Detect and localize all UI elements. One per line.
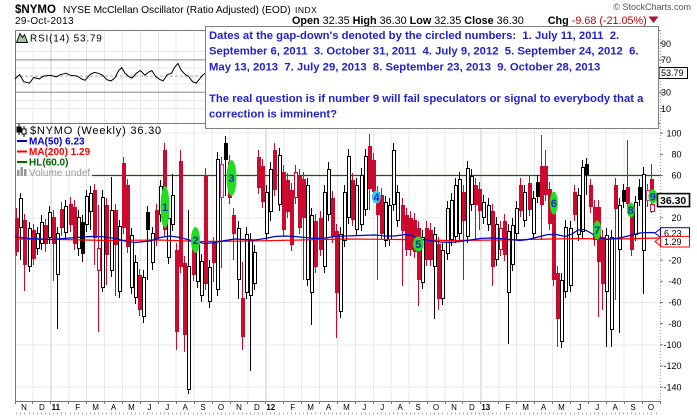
svg-text:O: O xyxy=(218,403,224,412)
svg-text:S: S xyxy=(630,403,635,412)
svg-text:-40: -40 xyxy=(668,277,681,287)
svg-text:J: J xyxy=(147,403,151,412)
svg-text:Open 32.35 High 36.30 Low 32.3: Open 32.35 High 36.30 Low 32.35 Close 36… xyxy=(292,15,647,27)
svg-text:HL(60.0): HL(60.0) xyxy=(29,158,68,169)
svg-text:13: 13 xyxy=(481,403,490,412)
svg-text:MA(50) 6.23: MA(50) 6.23 xyxy=(29,137,85,148)
svg-text:-120: -120 xyxy=(663,361,681,371)
svg-text:A: A xyxy=(541,403,547,412)
svg-text:3: 3 xyxy=(228,173,234,185)
svg-text:-140: -140 xyxy=(663,382,681,392)
svg-text:M: M xyxy=(128,403,135,412)
svg-text:S: S xyxy=(200,403,205,412)
svg-text:6: 6 xyxy=(551,198,557,210)
svg-text:90: 90 xyxy=(661,39,671,49)
svg-text:N: N xyxy=(451,403,457,412)
svg-text:A: A xyxy=(398,403,404,412)
svg-text:1.29: 1.29 xyxy=(664,237,682,247)
svg-text:5: 5 xyxy=(415,239,421,251)
svg-text:J: J xyxy=(165,403,169,412)
svg-text:N: N xyxy=(236,403,242,412)
svg-text:A: A xyxy=(326,403,332,412)
svg-text:September 6, 2011 3. October: September 6, 2011 3. October 31, 2011 4.… xyxy=(209,46,639,58)
svg-text:MA(200) 1.29: MA(200) 1.29 xyxy=(29,147,91,158)
svg-text:M: M xyxy=(92,403,99,412)
svg-text:4: 4 xyxy=(373,192,380,204)
svg-text:29-Oct-2013: 29-Oct-2013 xyxy=(15,16,74,27)
svg-text:D: D xyxy=(254,403,260,412)
svg-text:D: D xyxy=(469,403,475,412)
svg-text:-80: -80 xyxy=(668,319,681,329)
svg-text:J: J xyxy=(380,403,384,412)
svg-text:INDX: INDX xyxy=(295,5,317,15)
svg-text:NYSE McClellan Oscillator (Rat: NYSE McClellan Oscillator (Ratio Adjuste… xyxy=(63,5,291,16)
svg-text:O: O xyxy=(648,403,654,412)
svg-text:11: 11 xyxy=(52,403,61,412)
svg-text:F: F xyxy=(290,403,295,412)
svg-text:20: 20 xyxy=(671,213,681,223)
svg-text:60: 60 xyxy=(671,171,681,181)
svg-text:7: 7 xyxy=(594,225,600,237)
svg-text:J: J xyxy=(577,403,581,412)
svg-text:M: M xyxy=(343,403,350,412)
svg-text:Dates at the gap-down's denote: Dates at the gap-down's denoted by the c… xyxy=(209,30,619,42)
svg-text:F: F xyxy=(75,403,80,412)
svg-text:-60: -60 xyxy=(668,298,681,308)
svg-text:J: J xyxy=(595,403,599,412)
svg-text:D: D xyxy=(39,403,45,412)
svg-text:12: 12 xyxy=(266,403,275,412)
svg-text:1: 1 xyxy=(162,202,168,214)
svg-text:100: 100 xyxy=(666,128,681,138)
svg-text:O: O xyxy=(433,403,439,412)
svg-text:A: A xyxy=(183,403,189,412)
svg-text:M: M xyxy=(307,403,314,412)
svg-text:-20: -20 xyxy=(668,255,681,265)
svg-text:A: A xyxy=(111,403,117,412)
svg-text:J: J xyxy=(362,403,366,412)
svg-text:2: 2 xyxy=(192,235,198,247)
svg-text:53.79: 53.79 xyxy=(661,68,684,78)
svg-text:A: A xyxy=(613,403,619,412)
svg-text:80: 80 xyxy=(671,150,681,160)
svg-text:N: N xyxy=(21,403,27,412)
svg-text:Volume undef: Volume undef xyxy=(29,168,90,179)
svg-text:$NYMO (Weekly) 36.30: $NYMO (Weekly) 36.30 xyxy=(30,125,162,137)
svg-text:9: 9 xyxy=(650,192,656,204)
svg-text:M: M xyxy=(522,403,529,412)
svg-text:6.23: 6.23 xyxy=(664,228,682,238)
svg-text:70: 70 xyxy=(661,55,671,65)
svg-text:© StockCharts.com: © StockCharts.com xyxy=(613,2,691,12)
svg-text:The real question is if number: The real question is if number 9 will fa… xyxy=(209,93,644,105)
svg-text:10: 10 xyxy=(661,104,671,114)
svg-text:M: M xyxy=(558,403,565,412)
svg-text:8: 8 xyxy=(628,205,634,217)
svg-text:-100: -100 xyxy=(663,340,681,350)
svg-text:$NYMO: $NYMO xyxy=(15,4,56,16)
svg-text:correction is imminent?: correction is imminent? xyxy=(209,109,337,121)
svg-text:30: 30 xyxy=(661,88,671,98)
svg-text:S: S xyxy=(415,403,420,412)
svg-text:May 13, 2013 7. July 29, 2013: May 13, 2013 7. July 29, 2013 8. Septemb… xyxy=(209,61,600,73)
svg-text:RSI(14) 53.79: RSI(14) 53.79 xyxy=(30,34,103,45)
svg-text:36.30: 36.30 xyxy=(660,195,686,207)
svg-text:F: F xyxy=(505,403,510,412)
